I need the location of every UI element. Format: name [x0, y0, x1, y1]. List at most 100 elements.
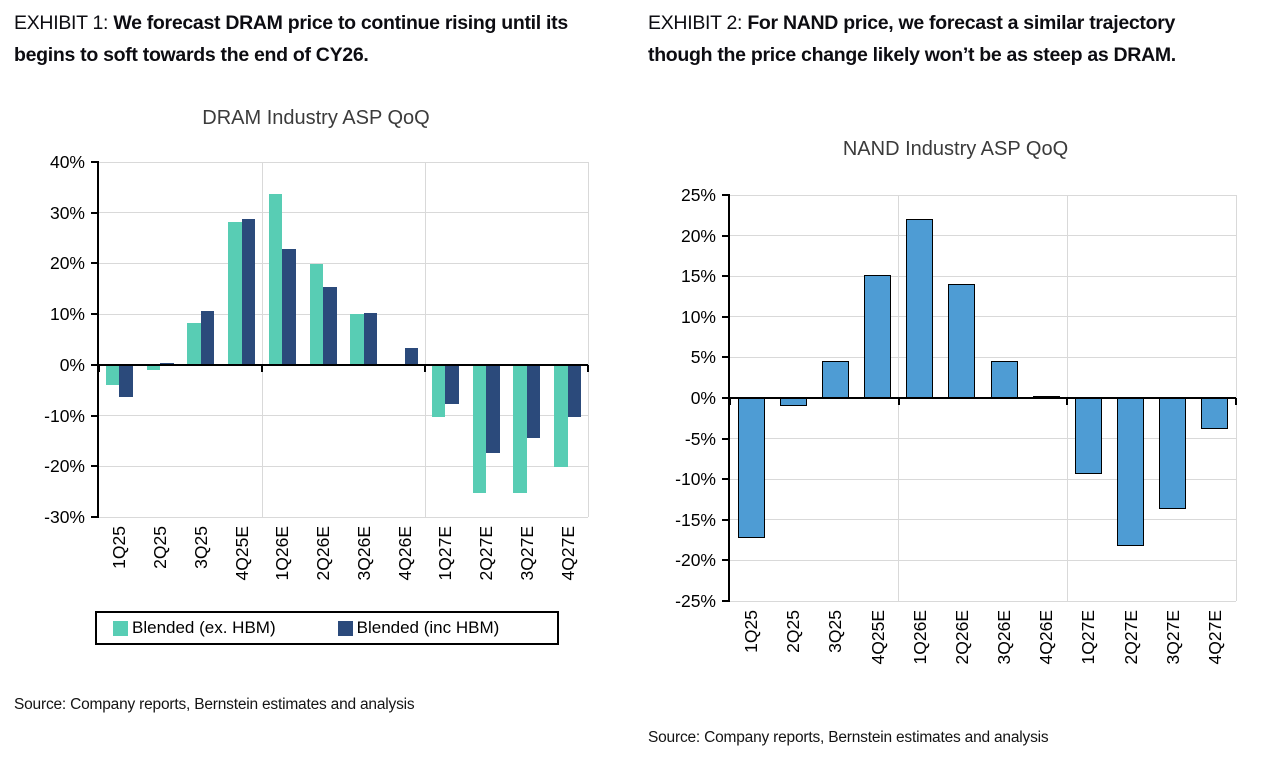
dram-chart-title: DRAM Industry ASP QoQ — [202, 107, 430, 129]
y-axis-tick — [722, 600, 730, 602]
x-axis-label: 4Q27E — [557, 526, 578, 581]
bar-3Q27E-series1 — [526, 364, 541, 439]
x-axis-label: 4Q27E — [1204, 610, 1225, 665]
y-axis-tick — [722, 559, 730, 562]
bar-2Q26E-series0 — [948, 284, 976, 398]
y-axis-label: 15% — [680, 266, 716, 287]
exhibit-1-title: We forecast DRAM price to continue risin… — [14, 12, 568, 66]
year-divider-gridline — [261, 162, 263, 517]
bar-4Q26E-series1 — [404, 347, 419, 365]
bar-2Q26E-series1 — [323, 286, 337, 365]
bar-1Q25-series0 — [105, 364, 120, 386]
y-axis-label: -20% — [44, 456, 85, 477]
y-axis-label: 25% — [680, 185, 716, 205]
gridline — [730, 519, 1236, 521]
bar-1Q25-series1 — [119, 364, 133, 397]
gridline — [99, 161, 588, 163]
y-axis-tick — [722, 315, 730, 318]
x-axis-tick — [897, 398, 900, 405]
bar-4Q25E-series1 — [241, 218, 256, 365]
bar-1Q25-series0 — [737, 398, 765, 538]
legend-swatch-icon — [113, 620, 128, 636]
y-axis-tick — [722, 356, 730, 359]
x-axis-label: 3Q25 — [825, 610, 846, 653]
bar-1Q27E-series1 — [445, 364, 459, 405]
bar-2Q26E-series0 — [309, 263, 324, 365]
gridline — [99, 465, 588, 467]
x-axis-label: 3Q26E — [353, 526, 374, 581]
exhibit-1-heading: EXHIBIT 1: We forecast DRAM price to con… — [14, 7, 570, 71]
gridline — [730, 600, 1236, 602]
legend-swatch-icon — [337, 620, 353, 636]
x-axis-label: 1Q27E — [1078, 610, 1099, 665]
bar-3Q25-series1 — [200, 311, 215, 365]
y-axis-tick — [722, 437, 730, 440]
x-axis-label: 3Q27E — [516, 526, 537, 581]
y-axis-tick — [722, 518, 730, 521]
nand-chart-title: NAND Industry ASP QoQ — [842, 138, 1069, 160]
bar-3Q25-series0 — [821, 360, 849, 398]
y-axis-tick — [722, 275, 730, 278]
gridline — [99, 262, 588, 264]
gridline — [730, 316, 1236, 318]
x-axis-label: 1Q26E — [272, 526, 293, 581]
legend-entry-1: Blended (inc HBM) — [337, 618, 500, 638]
y-axis-label: -5% — [684, 428, 716, 449]
x-axis-tick — [587, 364, 589, 372]
y-axis-label: 0% — [59, 354, 85, 375]
exhibit-1-source: Source: Company reports, Bernstein estim… — [14, 696, 415, 713]
y-axis-label: 10% — [680, 306, 716, 327]
gridline — [730, 559, 1236, 561]
gridline — [99, 516, 588, 518]
y-axis-tick — [91, 262, 99, 265]
x-axis-label: 3Q25 — [190, 526, 211, 569]
y-axis-label: 20% — [49, 253, 85, 274]
bar-2Q27E-series0 — [472, 364, 487, 493]
bar-4Q25E-series0 — [228, 222, 242, 365]
y-axis-tick — [722, 234, 730, 237]
legend-entry-0: Blended (ex. HBM) — [113, 618, 276, 638]
x-axis-label: 2Q26E — [313, 526, 334, 581]
bar-1Q26E-series0 — [268, 194, 283, 365]
gridline — [99, 415, 588, 417]
year-divider-gridline — [587, 162, 589, 517]
y-axis-label: 20% — [680, 225, 716, 246]
x-axis-tick — [98, 364, 100, 372]
y-axis-label: 40% — [49, 152, 85, 172]
zero-axis-line — [727, 396, 1236, 400]
exhibit-1-label: EXHIBIT 1: — [14, 12, 109, 34]
x-axis-label: 4Q26E — [394, 526, 415, 581]
x-axis-label: 1Q27E — [435, 526, 456, 581]
x-axis-tick — [424, 364, 426, 372]
y-axis-line — [96, 162, 99, 517]
y-axis-label: -10% — [44, 405, 85, 426]
y-axis-label: -30% — [44, 507, 85, 527]
y-axis-tick — [91, 211, 99, 214]
y-axis-tick — [91, 414, 99, 417]
bar-3Q27E-series0 — [1159, 398, 1187, 510]
bar-2Q25-series0 — [146, 364, 161, 370]
exhibit-2-heading: EXHIBIT 2: For NAND price, we forecast a… — [648, 7, 1220, 71]
x-axis-tick — [729, 398, 731, 405]
x-axis-label: 4Q25E — [867, 610, 888, 665]
x-axis-tick — [261, 364, 263, 372]
bar-4Q25E-series0 — [864, 274, 892, 398]
gridline — [730, 235, 1236, 237]
x-axis-label: 1Q26E — [909, 610, 930, 665]
legend-label: Blended (inc HBM) — [356, 618, 500, 637]
gridline — [99, 212, 588, 214]
x-axis-label: 2Q27E — [476, 526, 497, 581]
x-axis-label: 3Q26E — [994, 610, 1015, 665]
year-divider-gridline — [424, 162, 426, 517]
gridline — [730, 438, 1236, 440]
x-axis-label: 2Q27E — [1120, 610, 1141, 665]
bar-1Q26E-series1 — [282, 248, 296, 365]
x-axis-label: 2Q25 — [150, 526, 171, 569]
legend-label: Blended (ex. HBM) — [132, 618, 276, 637]
y-axis-label: -25% — [675, 591, 716, 611]
y-axis-label: -10% — [675, 469, 716, 490]
x-axis-label: 1Q25 — [109, 526, 130, 569]
bar-3Q27E-series0 — [513, 364, 527, 493]
y-axis-tick — [722, 397, 730, 399]
